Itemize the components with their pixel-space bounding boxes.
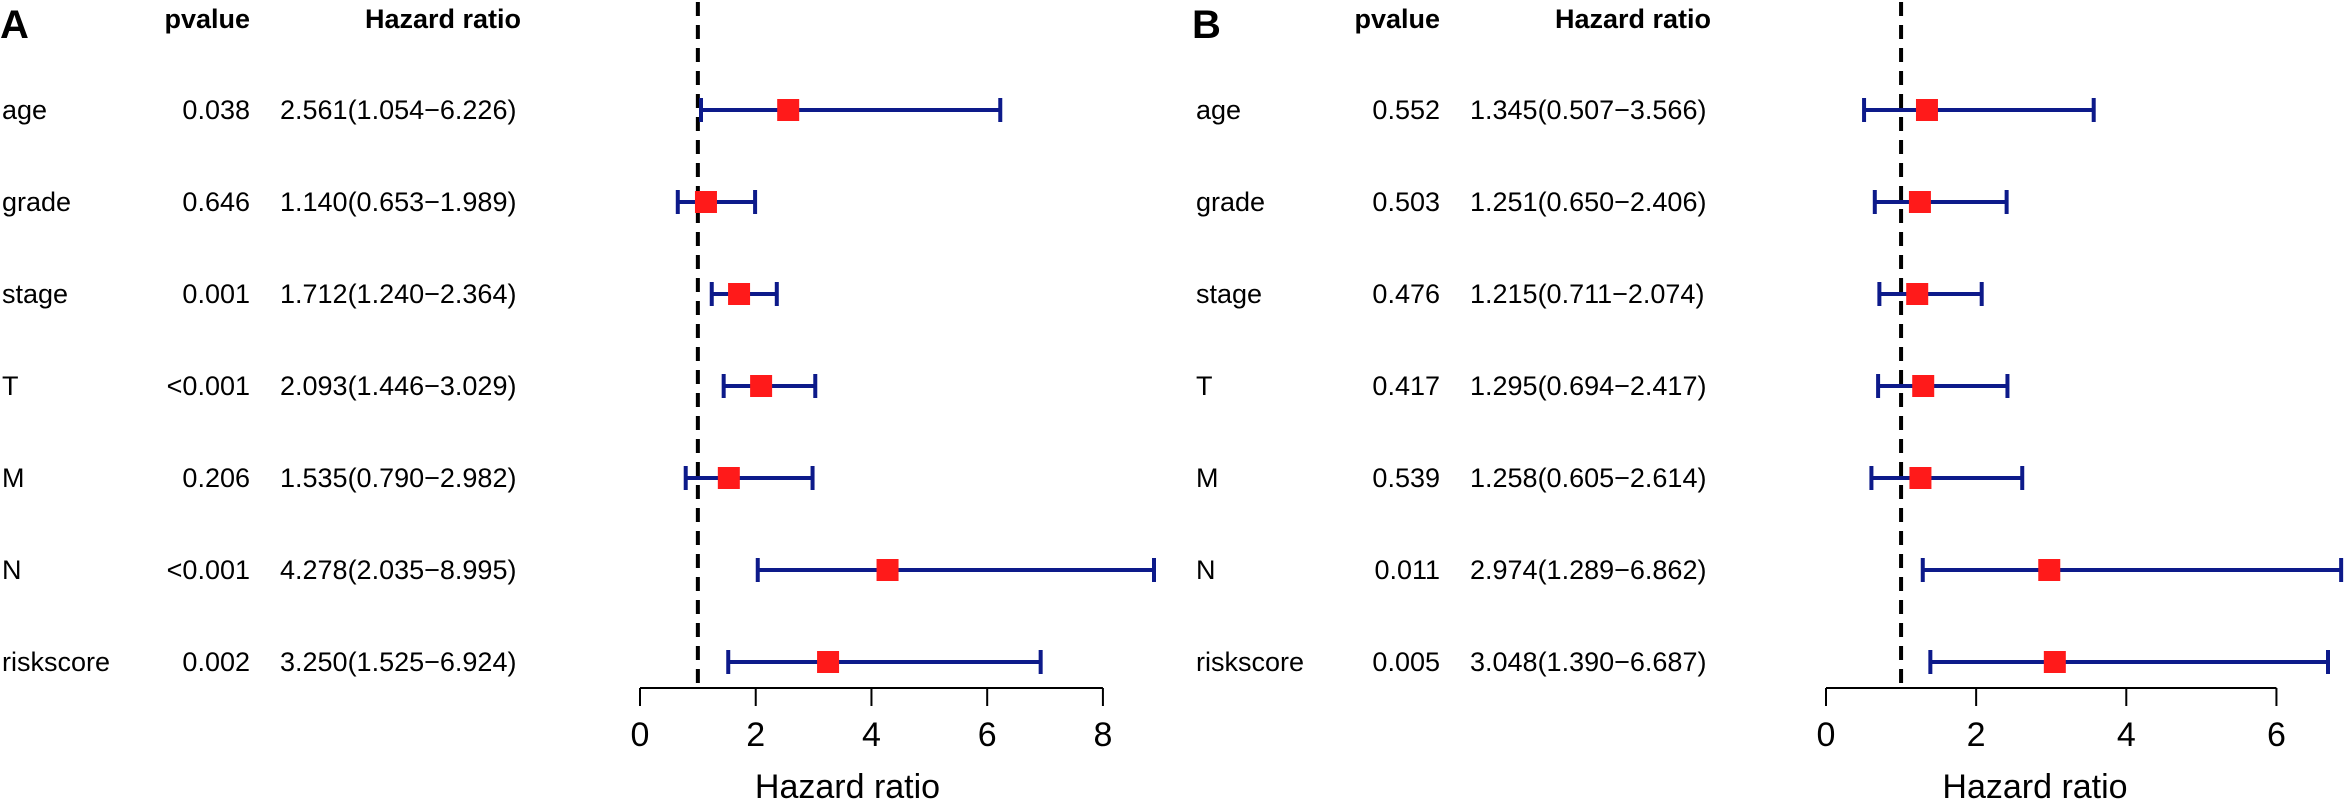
variable-label: age: [2, 95, 47, 125]
panel-label: A: [0, 3, 29, 47]
x-tick-label: 0: [631, 716, 650, 754]
hazard-ratio-ci-text: 3.250(1.525−6.924): [280, 647, 516, 677]
pvalue-value: 0.476: [1372, 279, 1440, 309]
hazard-ratio-ci-text: 1.535(0.790−2.982): [280, 463, 516, 493]
hazard-ratio-ci-text: 1.295(0.694−2.417): [1470, 371, 1706, 401]
hazard-ratio-ci-text: 1.140(0.653−1.989): [280, 187, 516, 217]
hazard-ratio-point: [2043, 651, 2066, 673]
pvalue-value: 0.539: [1372, 463, 1440, 493]
hazard-ratio-point: [1912, 375, 1935, 397]
x-tick-label: 4: [862, 716, 881, 754]
x-axis-title: Hazard ratio: [1942, 768, 2127, 804]
hazard-ratio-point: [777, 99, 800, 121]
x-tick-label: 8: [1093, 716, 1112, 754]
x-tick-label: 0: [1817, 716, 1836, 754]
hazard-ratio-point: [1906, 283, 1929, 305]
hazard-ratio-point: [717, 467, 740, 489]
hazard-ratio-point: [694, 191, 717, 213]
hazard-ratio-point: [876, 559, 899, 581]
variable-label: M: [1196, 463, 1219, 493]
hazard-ratio-point: [728, 283, 751, 305]
pvalue-value: <0.001: [167, 555, 250, 585]
pvalue-value: 0.206: [182, 463, 250, 493]
variable-label: stage: [1196, 279, 1262, 309]
pvalue-value: 0.503: [1372, 187, 1440, 217]
hazard-ratio-ci-text: 1.258(0.605−2.614): [1470, 463, 1706, 493]
variable-label: age: [1196, 95, 1241, 125]
hazard-ratio-ci-text: 2.561(1.054−6.226): [280, 95, 516, 125]
hazard-ratio-point: [1908, 191, 1931, 213]
pvalue-value: 0.005: [1372, 647, 1440, 677]
pvalue-value: 0.552: [1372, 95, 1440, 125]
hazard-ratio-point: [750, 375, 773, 397]
pvalue-value: 0.001: [182, 279, 250, 309]
x-tick-label: 6: [978, 716, 997, 754]
panel-label: B: [1192, 3, 1221, 47]
x-tick-label: 4: [2117, 716, 2136, 754]
hazard-ratio-ci-text: 4.278(2.035−8.995): [280, 555, 516, 585]
variable-label: stage: [2, 279, 68, 309]
variable-label: N: [1196, 555, 1216, 585]
hazard-ratio-point: [817, 651, 840, 673]
hazard-ratio-ci-text: 1.251(0.650−2.406): [1470, 187, 1706, 217]
hazard-ratio-point: [1909, 467, 1932, 489]
pvalue-header: pvalue: [164, 4, 250, 34]
x-tick-label: 2: [746, 716, 765, 754]
pvalue-header: pvalue: [1354, 4, 1440, 34]
pvalue-value: 0.011: [1374, 555, 1440, 585]
variable-label: riskscore: [2, 647, 110, 677]
hazard-ratio-ci-text: 1.345(0.507−3.566): [1470, 95, 1706, 125]
hazard-ratio-header: Hazard ratio: [1555, 4, 1711, 34]
hazard-ratio-ci-text: 2.974(1.289−6.862): [1470, 555, 1706, 585]
variable-label: riskscore: [1196, 647, 1304, 677]
x-axis-title: Hazard ratio: [755, 768, 940, 804]
hazard-ratio-header: Hazard ratio: [365, 4, 521, 34]
pvalue-value: 0.646: [182, 187, 250, 217]
hazard-ratio-point: [1915, 99, 1938, 121]
variable-label: T: [2, 371, 19, 401]
variable-label: M: [2, 463, 25, 493]
hazard-ratio-ci-text: 1.215(0.711−2.074): [1470, 279, 1704, 309]
hazard-ratio-ci-text: 2.093(1.446−3.029): [280, 371, 516, 401]
variable-label: N: [2, 555, 22, 585]
variable-label: grade: [1196, 187, 1265, 217]
pvalue-value: 0.002: [182, 647, 250, 677]
pvalue-value: 0.038: [182, 95, 250, 125]
hazard-ratio-ci-text: 3.048(1.390−6.687): [1470, 647, 1706, 677]
x-tick-label: 6: [2267, 716, 2286, 754]
variable-label: grade: [2, 187, 71, 217]
pvalue-value: 0.417: [1372, 371, 1440, 401]
variable-label: T: [1196, 371, 1213, 401]
pvalue-value: <0.001: [167, 371, 250, 401]
x-tick-label: 2: [1967, 716, 1986, 754]
hazard-ratio-ci-text: 1.712(1.240−2.364): [280, 279, 516, 309]
hazard-ratio-point: [2038, 559, 2061, 581]
